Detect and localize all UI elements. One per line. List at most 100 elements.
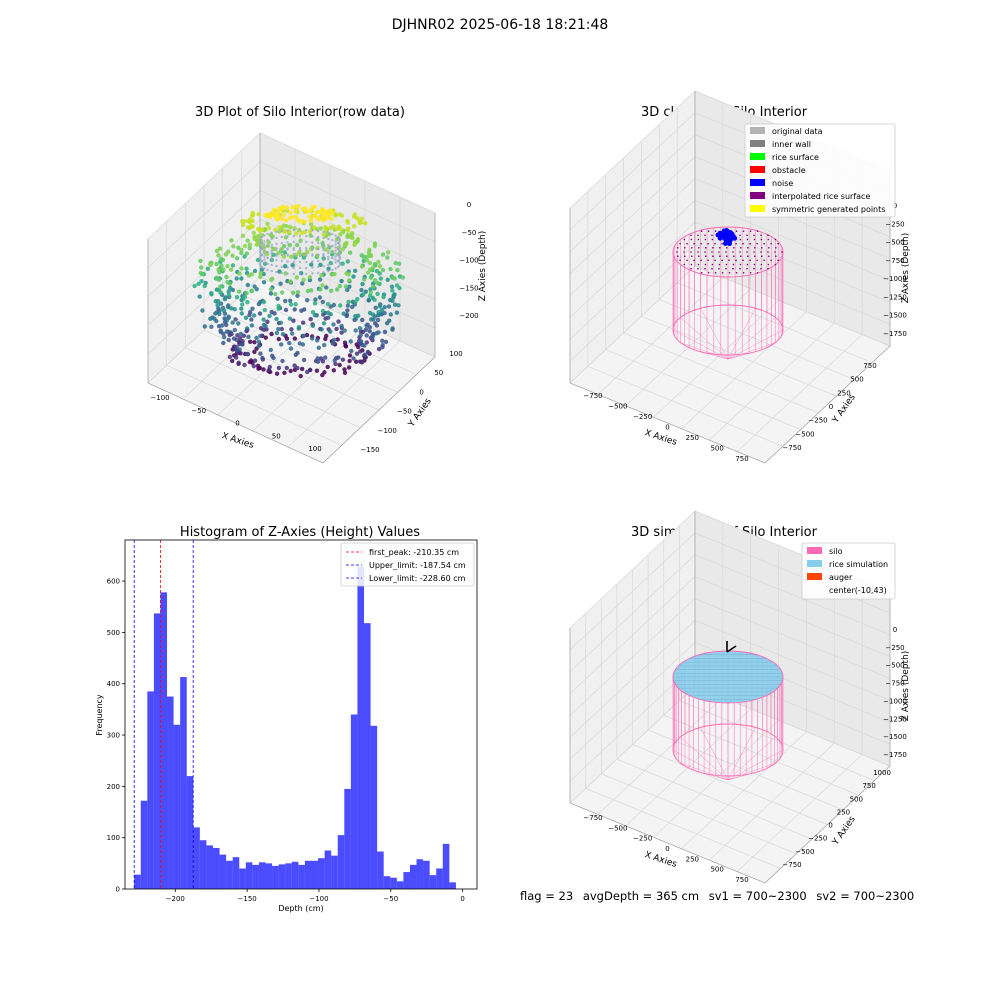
point [314, 210, 319, 215]
surface-point [712, 255, 714, 257]
point [275, 254, 278, 258]
point [293, 214, 299, 220]
point [364, 340, 369, 345]
surface-point [742, 272, 745, 274]
histogram-bar [324, 850, 332, 889]
point [288, 224, 293, 230]
x-tick-label: 500 [710, 445, 723, 453]
point [286, 266, 289, 269]
point [216, 299, 221, 304]
point [303, 206, 308, 211]
legend-label: first_peak: -210.35 cm [369, 548, 459, 557]
point [258, 351, 263, 356]
legend-label: original data [772, 127, 823, 136]
point [316, 345, 321, 350]
point [305, 246, 308, 250]
silo-cone-line [727, 762, 776, 781]
y-tick-label: −250 [808, 417, 827, 425]
point [305, 272, 308, 276]
noise-point [718, 235, 724, 241]
point [391, 293, 396, 298]
histogram-bar [429, 875, 437, 889]
point [360, 281, 365, 287]
point [331, 250, 334, 254]
point [326, 310, 331, 315]
panel4-x-label: X Axies [643, 850, 678, 870]
surface-point [686, 242, 688, 245]
point [218, 290, 223, 295]
point [263, 243, 266, 246]
histogram-bars [134, 566, 456, 890]
point [361, 254, 366, 259]
point [237, 271, 242, 276]
panel1-z-ticks: 0 −50 −100 −150 −200 [459, 201, 478, 320]
point [390, 288, 395, 293]
left-grid-z [147, 247, 261, 355]
point [379, 307, 385, 313]
point [286, 235, 289, 238]
histogram-bar [311, 860, 319, 889]
surface-point [721, 259, 723, 262]
point [275, 236, 278, 240]
point [269, 331, 274, 337]
back-grid-z [694, 554, 891, 636]
surface-point [768, 255, 770, 257]
legend-swatch [807, 573, 822, 580]
point [375, 280, 380, 286]
point [226, 303, 231, 308]
legend-label: interpolated rice surface [772, 192, 870, 201]
y-tick-label: −750 [782, 444, 801, 452]
z-tick-label: −200 [459, 312, 478, 320]
point [219, 323, 225, 328]
point [215, 303, 220, 308]
point [221, 267, 226, 272]
left-grid-z [569, 598, 696, 716]
point [292, 266, 295, 270]
point [250, 210, 255, 216]
surface-point [774, 251, 776, 253]
surface-point [747, 255, 749, 257]
histogram-bar [212, 847, 220, 889]
point [234, 276, 239, 281]
histogram-bar [173, 724, 181, 889]
point [315, 237, 320, 242]
point [198, 270, 203, 276]
point [320, 283, 325, 288]
point [227, 354, 233, 360]
surface-point [707, 230, 710, 232]
point [317, 265, 320, 269]
point [296, 204, 301, 209]
point [280, 265, 283, 269]
silo-cone-line [727, 329, 784, 360]
z-tick-label: −500 [885, 662, 904, 670]
floor-grid-y [616, 758, 813, 840]
x-tick-label: 250 [686, 434, 699, 442]
histogram-bar [337, 835, 345, 889]
y-tick-label: 0 [829, 403, 833, 411]
point [286, 260, 289, 263]
point [287, 215, 293, 221]
point [292, 307, 297, 312]
surface-point [767, 234, 769, 237]
surface-point [746, 267, 748, 270]
point [335, 337, 340, 342]
legend-swatch [750, 153, 765, 160]
point [266, 238, 269, 242]
histogram-bar [245, 862, 253, 889]
point [251, 313, 257, 318]
floor-grid-y [601, 773, 797, 855]
panel2-legend: original data inner wall rice surface obsta… [744, 123, 896, 218]
surface-point [770, 259, 772, 262]
point [358, 349, 363, 354]
point [265, 221, 270, 226]
point [238, 336, 243, 341]
point [298, 254, 302, 258]
point [324, 285, 329, 290]
x-tick-label: −100 [150, 394, 169, 402]
point [344, 313, 349, 319]
surface-point [770, 242, 772, 245]
point [217, 246, 223, 251]
point [290, 263, 295, 268]
point [230, 253, 235, 258]
surface-point [746, 238, 749, 241]
